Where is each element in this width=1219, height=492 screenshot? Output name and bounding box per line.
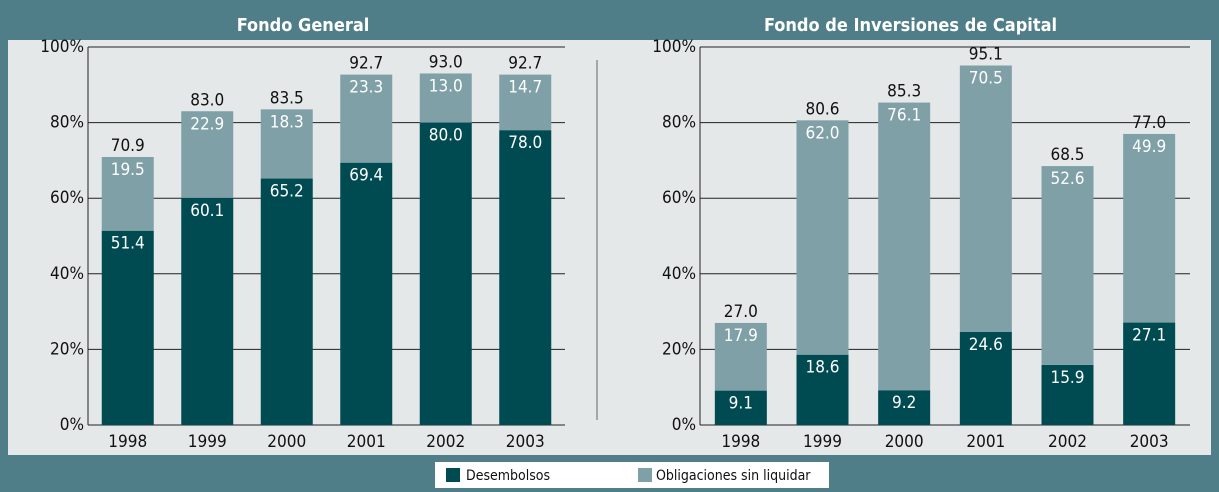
legend-swatch bbox=[638, 468, 652, 482]
y-tick-label: 100% bbox=[40, 37, 84, 57]
data-label: 70.5 bbox=[969, 69, 1003, 89]
bar-segment bbox=[101, 156, 154, 231]
chart-title: Fondo de Inversiones de Capital bbox=[764, 15, 1057, 36]
bar-segment bbox=[260, 178, 313, 425]
data-label: 15.9 bbox=[1050, 368, 1084, 388]
legend-label: Desembolsos bbox=[466, 468, 550, 484]
data-label: 18.3 bbox=[270, 112, 304, 132]
data-label: 78.0 bbox=[508, 133, 542, 153]
x-tick-label: 1998 bbox=[721, 432, 760, 452]
x-tick-label: 2001 bbox=[966, 432, 1005, 452]
data-label: 49.9 bbox=[1132, 137, 1166, 157]
total-label: 80.6 bbox=[805, 99, 839, 119]
bar-segment bbox=[101, 230, 154, 425]
bar-segment bbox=[796, 354, 849, 425]
y-tick-label: 60% bbox=[662, 188, 696, 208]
x-tick-label: 1999 bbox=[803, 432, 842, 452]
bar-segment bbox=[260, 109, 313, 179]
x-tick-label: 1998 bbox=[108, 432, 147, 452]
data-label: 27.1 bbox=[1132, 326, 1166, 346]
data-label: 62.0 bbox=[805, 123, 839, 143]
data-label: 9.1 bbox=[729, 394, 753, 414]
bar-segment bbox=[499, 130, 552, 425]
bar-segment bbox=[714, 322, 767, 391]
x-tick-label: 2003 bbox=[1130, 432, 1169, 452]
data-label: 23.3 bbox=[349, 78, 383, 98]
data-label: 60.1 bbox=[190, 201, 224, 221]
total-label: 83.0 bbox=[190, 90, 224, 110]
y-tick-label: 80% bbox=[50, 113, 84, 133]
bar-segment bbox=[714, 390, 767, 425]
bar-segment bbox=[878, 390, 931, 425]
data-label: 19.5 bbox=[111, 160, 145, 180]
y-tick-label: 80% bbox=[662, 113, 696, 133]
plot-area bbox=[88, 47, 565, 425]
x-tick-label: 2002 bbox=[426, 432, 465, 452]
data-label: 17.9 bbox=[724, 326, 758, 346]
x-tick-label: 1999 bbox=[188, 432, 227, 452]
total-label: 70.9 bbox=[111, 136, 145, 156]
total-label: 83.5 bbox=[270, 88, 304, 108]
total-label: 85.3 bbox=[887, 82, 921, 102]
bar-segment bbox=[419, 122, 472, 425]
bar-segment bbox=[340, 162, 393, 425]
data-label: 51.4 bbox=[111, 234, 145, 254]
legend-swatch bbox=[446, 468, 460, 482]
x-tick-label: 2001 bbox=[347, 432, 386, 452]
bar-segment bbox=[959, 65, 1012, 333]
plot-area bbox=[700, 47, 1190, 425]
bar-segment bbox=[1041, 364, 1094, 425]
bar-segment bbox=[181, 111, 234, 198]
total-label: 93.0 bbox=[429, 52, 463, 72]
bar-segment bbox=[959, 332, 1012, 425]
y-tick-label: 0% bbox=[672, 415, 696, 435]
data-label: 9.2 bbox=[892, 393, 916, 413]
y-tick-label: 0% bbox=[60, 415, 84, 435]
bar-segment bbox=[419, 73, 472, 123]
x-tick-label: 2003 bbox=[506, 432, 545, 452]
x-tick-label: 2002 bbox=[1048, 432, 1087, 452]
y-tick-label: 40% bbox=[50, 264, 84, 284]
data-label: 24.6 bbox=[969, 335, 1003, 355]
data-label: 69.4 bbox=[349, 166, 383, 186]
total-label: 95.1 bbox=[969, 45, 1003, 65]
total-label: 92.7 bbox=[508, 54, 542, 74]
legend bbox=[435, 462, 829, 488]
bar-segment bbox=[796, 120, 849, 355]
bar-segment bbox=[499, 74, 552, 131]
data-label: 52.6 bbox=[1050, 169, 1084, 189]
data-label: 14.7 bbox=[508, 78, 542, 98]
chart-title: Fondo General bbox=[237, 15, 370, 36]
y-tick-label: 60% bbox=[50, 188, 84, 208]
data-label: 80.0 bbox=[429, 126, 463, 146]
bar-segment bbox=[181, 197, 234, 425]
y-tick-label: 20% bbox=[50, 339, 84, 359]
bar-segment bbox=[340, 74, 393, 163]
total-label: 92.7 bbox=[349, 54, 383, 74]
y-tick-label: 20% bbox=[662, 339, 696, 359]
bar-segment bbox=[1123, 133, 1176, 323]
total-label: 77.0 bbox=[1132, 113, 1166, 133]
bar-segment bbox=[1123, 322, 1176, 425]
y-tick-label: 40% bbox=[662, 264, 696, 284]
legend-label: Obligaciones sin liquidar bbox=[656, 468, 811, 484]
bar-segment bbox=[878, 102, 931, 391]
total-label: 27.0 bbox=[724, 302, 758, 322]
y-tick-label: 100% bbox=[652, 37, 696, 57]
data-label: 65.2 bbox=[270, 182, 304, 202]
data-label: 22.9 bbox=[190, 114, 224, 134]
total-label: 68.5 bbox=[1050, 145, 1084, 165]
data-label: 76.1 bbox=[887, 106, 921, 126]
bar-segment bbox=[1041, 166, 1094, 365]
x-tick-label: 2000 bbox=[267, 432, 306, 452]
data-label: 13.0 bbox=[429, 76, 463, 96]
x-tick-label: 2000 bbox=[885, 432, 924, 452]
data-label: 18.6 bbox=[805, 358, 839, 378]
